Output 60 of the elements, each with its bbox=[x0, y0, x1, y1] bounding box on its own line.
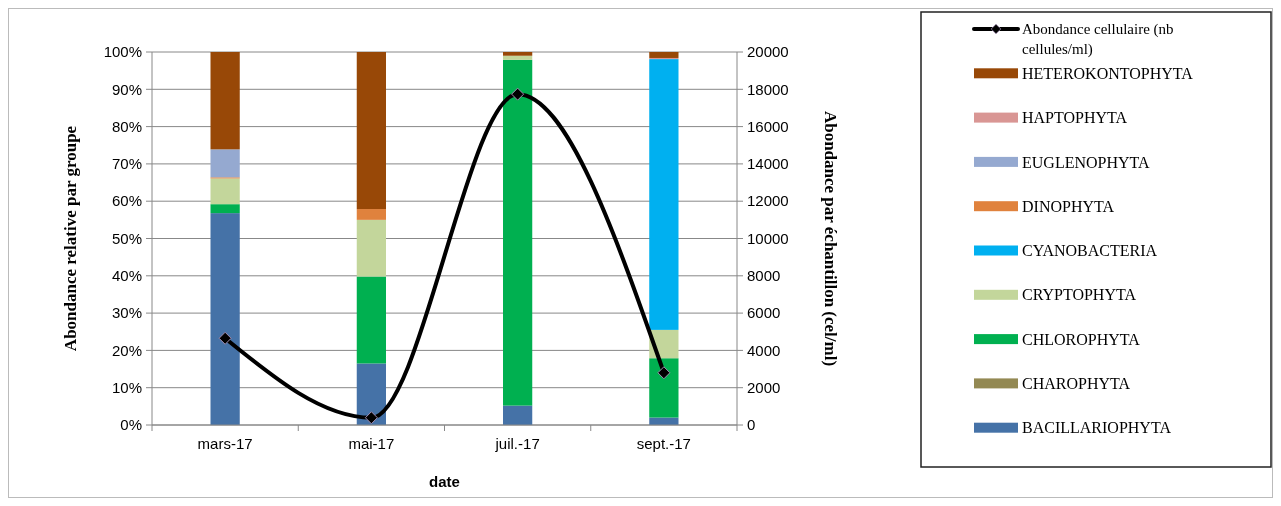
y2-tick-label: 2000 bbox=[747, 378, 781, 396]
y-tick-label: 40% bbox=[111, 267, 142, 285]
bar bbox=[210, 204, 240, 214]
bar bbox=[503, 405, 533, 425]
point bbox=[511, 87, 525, 101]
point bbox=[657, 366, 671, 380]
legend-label: CRYPTOPHYTA bbox=[1022, 286, 1137, 304]
bar bbox=[649, 358, 679, 418]
x-tick-label: juil.-17 bbox=[494, 435, 540, 452]
y2-tick-label: 0 bbox=[747, 416, 756, 434]
y-tick-label: 0% bbox=[120, 416, 142, 434]
y2-tick-label: 16000 bbox=[747, 117, 789, 135]
x-tick-label: sept.-17 bbox=[636, 435, 691, 452]
y-tick-label: 50% bbox=[111, 229, 142, 247]
y-tick-label: 90% bbox=[111, 80, 142, 98]
y-tick-label: 100% bbox=[103, 43, 142, 61]
bar bbox=[210, 52, 240, 150]
y2-tick-label: 6000 bbox=[747, 304, 781, 322]
point bbox=[218, 331, 232, 345]
y2-tick-label: 20000 bbox=[747, 43, 789, 61]
bar bbox=[503, 55, 533, 60]
bar bbox=[649, 59, 679, 330]
y2-tick-label: 14000 bbox=[747, 155, 789, 173]
bar bbox=[356, 209, 386, 220]
x-axis-title: date bbox=[429, 473, 460, 490]
y2-axis-title: Abondance par échantillon (cel/ml) bbox=[821, 110, 840, 367]
bar bbox=[210, 178, 240, 205]
bar bbox=[356, 219, 386, 277]
y2-tick-label: 4000 bbox=[747, 341, 781, 359]
y-tick-label: 60% bbox=[111, 192, 142, 210]
y-tick-label: 10% bbox=[111, 378, 142, 396]
y-tick-label: 30% bbox=[111, 304, 142, 322]
legend-label: CYANOBACTERIA bbox=[1022, 242, 1158, 260]
bar bbox=[210, 149, 240, 178]
point bbox=[364, 411, 378, 425]
x-tick-label: mars-17 bbox=[197, 435, 253, 452]
bar bbox=[210, 213, 240, 425]
legend-label: HETEROKONTOPHYTA bbox=[1022, 64, 1194, 82]
y2-tick-label: 18000 bbox=[747, 80, 789, 98]
bar bbox=[649, 52, 679, 58]
bar bbox=[356, 363, 386, 425]
y2-tick-label: 12000 bbox=[747, 192, 789, 210]
y-tick-label: 20% bbox=[111, 341, 142, 359]
bar bbox=[503, 59, 533, 406]
legend-label: BACILLARIOPHYTA bbox=[1022, 419, 1172, 437]
bar bbox=[356, 276, 386, 364]
y-axis-title: Abondance relative par groupe bbox=[61, 125, 80, 352]
y-tick-label: 70% bbox=[111, 155, 142, 173]
bar bbox=[503, 52, 533, 56]
legend-label: HAPTOPHYTA bbox=[1022, 109, 1128, 127]
bar bbox=[356, 52, 386, 210]
legend-label: Abondance cellulaire (nb cellules/ml) bbox=[1022, 21, 1174, 58]
legend-label: DINOPHYTA bbox=[1022, 197, 1115, 215]
x-tick-label: mai-17 bbox=[348, 435, 395, 452]
y2-tick-label: 10000 bbox=[747, 229, 789, 247]
legend-label: CHLOROPHYTA bbox=[1022, 330, 1141, 348]
y-tick-label: 80% bbox=[111, 117, 142, 135]
y2-tick-label: 8000 bbox=[747, 267, 781, 285]
legend-label: CHAROPHYTA bbox=[1022, 375, 1131, 392]
legend-label: EUGLENOPHYTA bbox=[1022, 153, 1151, 171]
